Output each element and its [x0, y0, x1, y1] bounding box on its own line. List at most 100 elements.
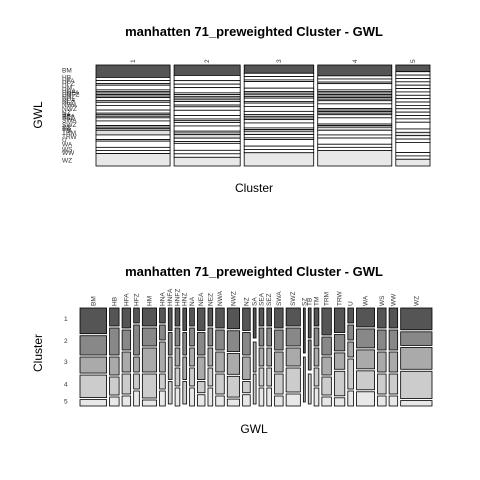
mosaic-cell — [243, 97, 315, 102]
mosaic-cell — [274, 351, 284, 373]
mosaic-cell — [174, 307, 181, 327]
mosaic-cell — [243, 145, 315, 150]
mosaic-cell — [347, 390, 354, 407]
mosaic-cell — [95, 105, 171, 111]
mosaic-cell — [377, 329, 387, 351]
mosaic-cell — [317, 143, 393, 148]
mosaic-cell — [215, 395, 225, 407]
mosaic-cell — [321, 336, 332, 356]
mosaic-cell — [266, 307, 272, 327]
mosaic-cell — [258, 327, 265, 347]
mosaic-cell — [173, 142, 241, 151]
mosaic-cell — [317, 137, 393, 145]
mosaic-cell — [356, 370, 375, 391]
x-tick-label: SWA — [276, 291, 283, 306]
mosaic-cell — [266, 387, 272, 407]
mosaic-cell — [243, 122, 315, 129]
mosaic-cell — [333, 307, 346, 333]
mosaic-cell — [395, 108, 431, 113]
x-tick-label: NWA — [217, 290, 224, 306]
mosaic-cell — [133, 324, 140, 356]
x-tick-label: SZ — [301, 298, 308, 306]
y-tick-label: TRW — [62, 134, 78, 141]
mosaic-cell — [95, 84, 171, 91]
x-tick-label: 4 — [352, 59, 359, 63]
mosaic-cell — [347, 341, 354, 358]
y-tick-label: BM — [62, 68, 72, 75]
x-tick-label: 5 — [410, 59, 417, 63]
chart-title: manhatten 71_preweighted Cluster - GWL — [125, 264, 383, 279]
mosaic-cell — [95, 134, 171, 140]
mosaic-cell — [182, 307, 188, 331]
x-tick-label: HNZ — [182, 293, 189, 306]
mosaic-cell — [215, 351, 225, 373]
mosaic-cell — [174, 367, 181, 387]
x-tick-label: SEA — [258, 292, 265, 306]
mosaic-cell — [302, 356, 306, 403]
mosaic-cell — [395, 71, 431, 76]
mosaic-cell — [242, 394, 251, 407]
mosaic-cell — [333, 352, 346, 370]
y-tick-label: SEA — [62, 113, 76, 120]
x-tick-label: WA — [363, 295, 370, 306]
mosaic-cell — [133, 307, 140, 324]
mosaic-cell — [388, 395, 399, 407]
x-tick-label: 1 — [130, 59, 137, 63]
mosaic-cell — [395, 81, 431, 86]
mosaic-cell — [285, 393, 301, 407]
mosaic-cell — [95, 97, 171, 102]
mosaic-cell — [395, 128, 431, 133]
mosaic-cell — [215, 329, 225, 351]
y-tick-label: NEZ — [62, 100, 75, 107]
mosaic-cell — [173, 134, 241, 139]
mosaic-cell — [243, 149, 315, 154]
mosaic-cell — [182, 356, 188, 380]
x-tick-label: SA — [252, 297, 259, 306]
y-tick-label: WZ — [62, 158, 72, 165]
mosaic-cell — [173, 87, 241, 94]
mosaic-cell — [174, 347, 181, 367]
x-tick-label: 3 — [276, 59, 283, 63]
mosaic-cell — [159, 390, 166, 407]
mosaic-cell — [79, 307, 107, 335]
y-tick-label: NWA — [62, 102, 78, 109]
y-axis-title: GWL — [31, 101, 45, 129]
mosaic-cell — [141, 327, 157, 347]
mosaic-cell — [258, 307, 265, 327]
mosaic-cell — [317, 150, 393, 167]
mosaic-cell — [266, 367, 272, 387]
mosaic-cell — [395, 131, 431, 137]
mosaic-cell — [313, 327, 320, 347]
mosaic-cell — [159, 307, 166, 324]
mosaic-cell — [313, 307, 320, 327]
mosaic-cell — [317, 117, 393, 125]
y-tick-label: HNFA — [62, 90, 80, 97]
x-tick-label: WZ — [413, 296, 420, 306]
mosaic-cell — [95, 150, 171, 154]
mosaic-cell — [173, 106, 241, 111]
mosaic-cell — [317, 100, 393, 105]
mosaic-cell — [226, 307, 241, 330]
mosaic-cell — [121, 373, 132, 395]
x-tick-label: HFA — [123, 293, 130, 306]
mosaic-cell — [95, 117, 171, 122]
mosaic-cell — [395, 155, 431, 160]
x-tick-label: NEZ — [207, 293, 214, 306]
mosaic-cell — [258, 367, 265, 387]
mosaic-cell — [207, 387, 214, 407]
mosaic-cell — [133, 373, 140, 390]
mosaic-cell — [121, 329, 132, 351]
mosaic-cell — [333, 370, 346, 397]
mosaic-cell — [109, 396, 120, 407]
mosaic-cell — [196, 332, 206, 356]
mosaic-cell — [167, 307, 173, 331]
mosaic-cell — [243, 87, 315, 92]
mosaic-cell — [307, 307, 312, 339]
y-tick-label: 3 — [64, 359, 68, 366]
mosaic-cell — [141, 347, 157, 373]
mosaic-cell — [243, 81, 315, 89]
mosaic-cell — [274, 395, 284, 407]
mosaic-cell — [307, 339, 312, 371]
mosaic-cell — [242, 307, 251, 331]
mosaic-cell — [121, 351, 132, 373]
